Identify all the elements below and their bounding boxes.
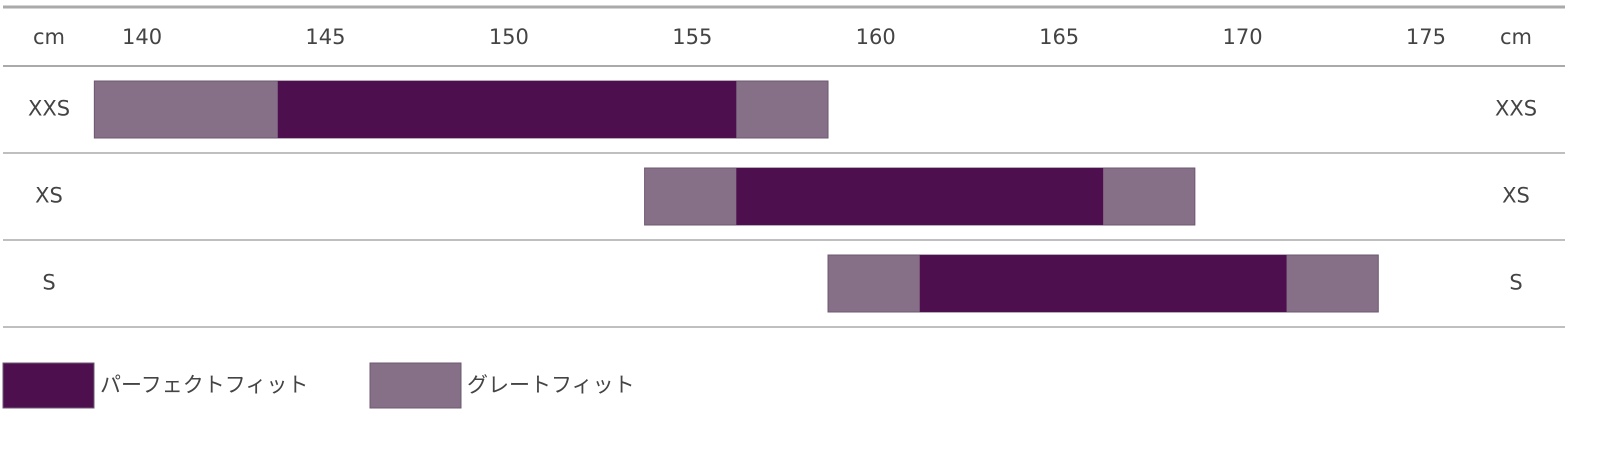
- x-tick-label: 170: [1223, 25, 1263, 49]
- row-label: XXS: [28, 97, 70, 121]
- range-bar: [736, 168, 1104, 225]
- x-tick-label: 150: [489, 25, 529, 49]
- range-bar: [919, 255, 1287, 312]
- row-label: S: [1509, 271, 1522, 295]
- x-tick-label: 175: [1406, 25, 1446, 49]
- x-tick-label: 155: [672, 25, 712, 49]
- x-tick-label: 165: [1039, 25, 1079, 49]
- row-label: S: [42, 271, 55, 295]
- legend-swatch: [2, 362, 95, 409]
- x-tick-label: 160: [856, 25, 896, 49]
- row-label: XS: [1502, 184, 1530, 208]
- unit-label: cm: [1500, 25, 1532, 49]
- x-tick-label: 140: [122, 25, 162, 49]
- legend-label: パーフェクトフィット: [100, 373, 308, 397]
- row-label: XXS: [1495, 97, 1537, 121]
- unit-label: cm: [33, 25, 65, 49]
- row-label: XS: [35, 184, 63, 208]
- legend-swatch: [369, 362, 462, 409]
- x-tick-label: 145: [305, 25, 345, 49]
- range-bar: [277, 81, 737, 138]
- legend-label: グレートフィット: [467, 373, 635, 397]
